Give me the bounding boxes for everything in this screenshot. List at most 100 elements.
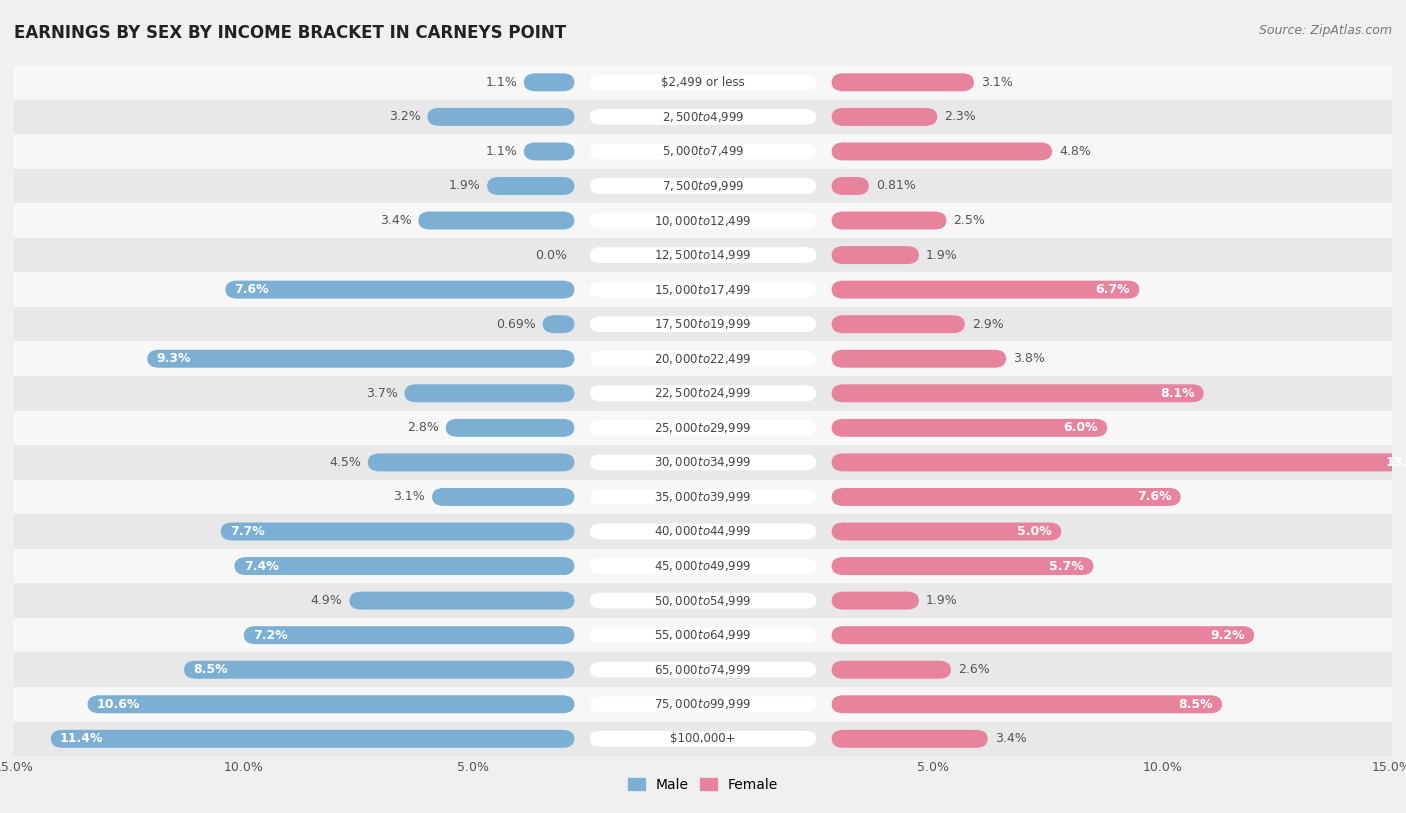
- Text: 7.4%: 7.4%: [243, 559, 278, 572]
- Text: 7.6%: 7.6%: [1137, 490, 1171, 503]
- FancyBboxPatch shape: [591, 351, 815, 367]
- FancyBboxPatch shape: [831, 177, 869, 195]
- FancyBboxPatch shape: [543, 315, 575, 333]
- Text: $2,500 to $4,999: $2,500 to $4,999: [662, 110, 744, 124]
- FancyBboxPatch shape: [349, 592, 575, 610]
- Text: 3.1%: 3.1%: [394, 490, 425, 503]
- FancyBboxPatch shape: [591, 316, 815, 332]
- Text: $50,000 to $54,999: $50,000 to $54,999: [654, 593, 752, 607]
- Text: 2.6%: 2.6%: [957, 663, 990, 676]
- Text: $5,000 to $7,499: $5,000 to $7,499: [662, 145, 744, 159]
- Bar: [14, 549, 1392, 584]
- Text: 4.9%: 4.9%: [311, 594, 343, 607]
- FancyBboxPatch shape: [831, 246, 920, 264]
- Text: 3.7%: 3.7%: [366, 387, 398, 400]
- FancyBboxPatch shape: [591, 524, 815, 539]
- FancyBboxPatch shape: [405, 385, 575, 402]
- Text: $22,500 to $24,999: $22,500 to $24,999: [654, 386, 752, 400]
- FancyBboxPatch shape: [148, 350, 575, 367]
- FancyBboxPatch shape: [591, 282, 815, 298]
- FancyBboxPatch shape: [591, 75, 815, 90]
- Text: 3.8%: 3.8%: [1012, 352, 1045, 365]
- Text: $65,000 to $74,999: $65,000 to $74,999: [654, 663, 752, 676]
- FancyBboxPatch shape: [432, 488, 575, 506]
- Bar: [14, 341, 1392, 376]
- Bar: [14, 169, 1392, 203]
- Bar: [14, 237, 1392, 272]
- FancyBboxPatch shape: [591, 213, 815, 228]
- Text: $15,000 to $17,499: $15,000 to $17,499: [654, 283, 752, 297]
- FancyBboxPatch shape: [831, 73, 974, 91]
- Text: 9.2%: 9.2%: [1211, 628, 1244, 641]
- Text: 1.1%: 1.1%: [485, 145, 517, 158]
- Text: 2.8%: 2.8%: [406, 421, 439, 434]
- FancyBboxPatch shape: [591, 628, 815, 643]
- Text: 1.9%: 1.9%: [925, 594, 957, 607]
- Text: 2.5%: 2.5%: [953, 214, 986, 227]
- Text: 8.5%: 8.5%: [1178, 698, 1213, 711]
- Text: 2.3%: 2.3%: [945, 111, 976, 124]
- FancyBboxPatch shape: [831, 523, 1062, 541]
- Bar: [14, 411, 1392, 446]
- FancyBboxPatch shape: [225, 280, 575, 298]
- FancyBboxPatch shape: [368, 454, 575, 472]
- Text: 1.1%: 1.1%: [485, 76, 517, 89]
- FancyBboxPatch shape: [591, 385, 815, 401]
- FancyBboxPatch shape: [591, 178, 815, 193]
- FancyBboxPatch shape: [831, 350, 1007, 367]
- Bar: [14, 376, 1392, 411]
- FancyBboxPatch shape: [87, 695, 575, 713]
- Text: $35,000 to $39,999: $35,000 to $39,999: [654, 490, 752, 504]
- FancyBboxPatch shape: [524, 142, 575, 160]
- Text: $17,500 to $19,999: $17,500 to $19,999: [654, 317, 752, 331]
- FancyBboxPatch shape: [243, 626, 575, 644]
- Text: EARNINGS BY SEX BY INCOME BRACKET IN CARNEYS POINT: EARNINGS BY SEX BY INCOME BRACKET IN CAR…: [14, 24, 567, 42]
- Text: 5.7%: 5.7%: [1049, 559, 1084, 572]
- Text: $55,000 to $64,999: $55,000 to $64,999: [654, 628, 752, 642]
- Text: 4.5%: 4.5%: [329, 456, 361, 469]
- Text: 11.4%: 11.4%: [60, 733, 104, 746]
- Bar: [14, 134, 1392, 169]
- Text: $45,000 to $49,999: $45,000 to $49,999: [654, 559, 752, 573]
- Text: 0.69%: 0.69%: [496, 318, 536, 331]
- Bar: [14, 687, 1392, 722]
- FancyBboxPatch shape: [831, 557, 1094, 575]
- FancyBboxPatch shape: [831, 626, 1254, 644]
- FancyBboxPatch shape: [831, 419, 1107, 437]
- FancyBboxPatch shape: [831, 108, 938, 126]
- Text: $100,000+: $100,000+: [671, 733, 735, 746]
- FancyBboxPatch shape: [591, 247, 815, 263]
- Bar: [14, 515, 1392, 549]
- FancyBboxPatch shape: [486, 177, 575, 195]
- Text: 1.9%: 1.9%: [925, 249, 957, 262]
- FancyBboxPatch shape: [831, 142, 1052, 160]
- Text: $7,500 to $9,999: $7,500 to $9,999: [662, 179, 744, 193]
- Text: 7.7%: 7.7%: [231, 525, 264, 538]
- Bar: [14, 480, 1392, 515]
- Text: 5.0%: 5.0%: [1018, 525, 1052, 538]
- FancyBboxPatch shape: [591, 559, 815, 574]
- Text: $12,500 to $14,999: $12,500 to $14,999: [654, 248, 752, 262]
- Bar: [14, 722, 1392, 756]
- Legend: Male, Female: Male, Female: [623, 772, 783, 798]
- FancyBboxPatch shape: [831, 211, 946, 229]
- Text: $25,000 to $29,999: $25,000 to $29,999: [654, 421, 752, 435]
- Text: 8.1%: 8.1%: [1160, 387, 1195, 400]
- Text: $75,000 to $99,999: $75,000 to $99,999: [654, 698, 752, 711]
- FancyBboxPatch shape: [831, 385, 1204, 402]
- FancyBboxPatch shape: [831, 315, 965, 333]
- Text: 13.2%: 13.2%: [1385, 456, 1406, 469]
- Bar: [14, 65, 1392, 99]
- FancyBboxPatch shape: [51, 730, 575, 748]
- Text: 3.2%: 3.2%: [389, 111, 420, 124]
- Text: 6.7%: 6.7%: [1095, 283, 1130, 296]
- Text: 3.4%: 3.4%: [380, 214, 412, 227]
- Text: $10,000 to $12,499: $10,000 to $12,499: [654, 214, 752, 228]
- FancyBboxPatch shape: [831, 280, 1139, 298]
- FancyBboxPatch shape: [524, 73, 575, 91]
- FancyBboxPatch shape: [427, 108, 575, 126]
- Bar: [14, 99, 1392, 134]
- Text: $20,000 to $22,499: $20,000 to $22,499: [654, 352, 752, 366]
- Bar: [14, 307, 1392, 341]
- FancyBboxPatch shape: [591, 454, 815, 470]
